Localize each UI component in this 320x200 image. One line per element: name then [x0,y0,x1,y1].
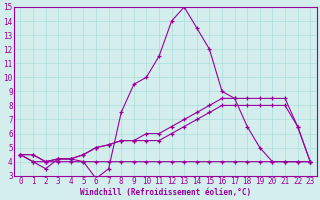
X-axis label: Windchill (Refroidissement éolien,°C): Windchill (Refroidissement éolien,°C) [80,188,251,197]
